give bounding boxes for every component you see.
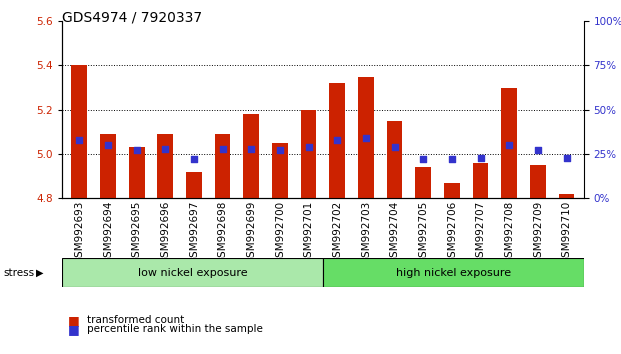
Text: high nickel exposure: high nickel exposure <box>396 268 511 278</box>
Bar <box>272 143 288 198</box>
Point <box>332 137 342 143</box>
Bar <box>301 110 317 198</box>
Point <box>533 148 543 153</box>
Point <box>419 156 428 162</box>
Bar <box>473 163 489 198</box>
Point <box>304 144 314 150</box>
Bar <box>129 147 145 198</box>
Text: ■: ■ <box>68 314 80 327</box>
Bar <box>415 167 431 198</box>
Bar <box>323 258 584 287</box>
Point <box>389 144 399 150</box>
Point <box>189 156 199 162</box>
Text: ▶: ▶ <box>36 268 43 278</box>
Point <box>75 137 84 143</box>
Bar <box>215 134 230 198</box>
Point <box>132 148 142 153</box>
Point <box>160 146 170 152</box>
Bar <box>243 114 259 198</box>
Point <box>217 146 227 152</box>
Bar <box>186 172 202 198</box>
Bar <box>444 183 460 198</box>
Point <box>275 148 285 153</box>
Text: percentile rank within the sample: percentile rank within the sample <box>87 324 263 334</box>
Point <box>361 135 371 141</box>
Point <box>103 142 113 148</box>
Bar <box>387 121 402 198</box>
Text: transformed count: transformed count <box>87 315 184 325</box>
Bar <box>157 134 173 198</box>
Text: low nickel exposure: low nickel exposure <box>138 268 247 278</box>
Text: ■: ■ <box>68 323 80 336</box>
Bar <box>100 134 116 198</box>
Bar <box>501 88 517 198</box>
Point <box>476 155 486 160</box>
Bar <box>559 194 574 198</box>
Point <box>247 146 256 152</box>
Text: stress: stress <box>3 268 34 278</box>
Bar <box>71 65 87 198</box>
Text: GDS4974 / 7920337: GDS4974 / 7920337 <box>62 11 202 25</box>
Bar <box>530 165 546 198</box>
Point <box>561 155 571 160</box>
Bar <box>358 76 374 198</box>
Bar <box>62 258 323 287</box>
Point <box>447 156 457 162</box>
Point <box>504 142 514 148</box>
Bar <box>329 83 345 198</box>
